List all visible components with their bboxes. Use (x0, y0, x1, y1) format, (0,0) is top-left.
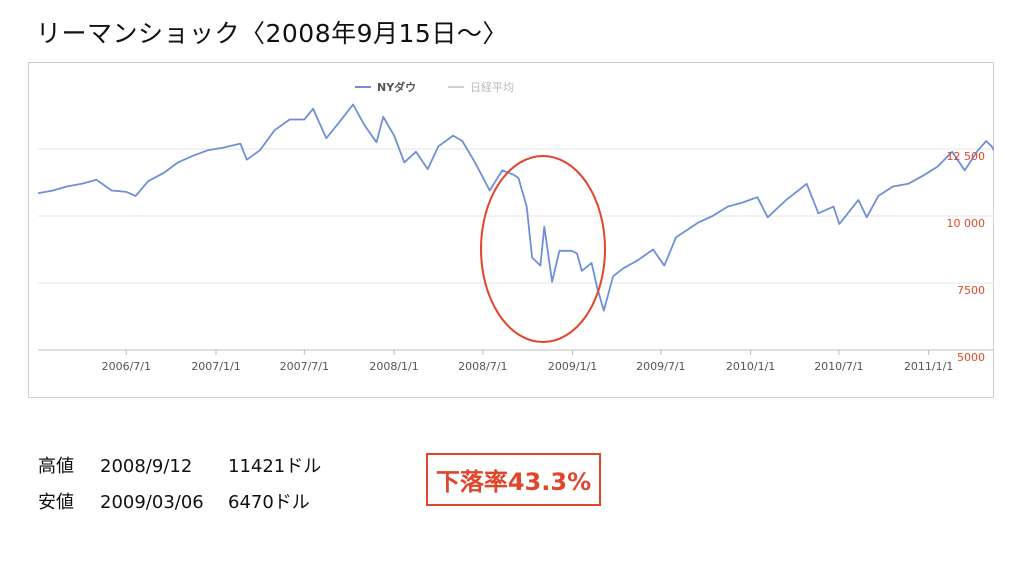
low-label: 安値 (38, 492, 74, 513)
x-tick-label: 2008/7/1 (458, 360, 507, 373)
x-tick-label: 2007/1/1 (191, 360, 240, 373)
x-tick-label: 2007/7/1 (280, 360, 329, 373)
page-title: リーマンショック〈2008年9月15日〜〉 (36, 19, 508, 48)
x-tick-label: 2010/7/1 (814, 360, 863, 373)
x-tick-label: 2009/1/1 (548, 360, 597, 373)
x-tick-label: 2006/7/1 (102, 360, 151, 373)
drop-rate-badge: 下落率43.3% (426, 453, 601, 506)
x-tick-label: 2010/1/1 (726, 360, 775, 373)
y-tick-label: 10 000 (947, 217, 986, 230)
drop-rate-text: 下落率43.3% (435, 468, 592, 496)
high-label: 高値 (38, 456, 74, 477)
y-tick-label: 12 500 (947, 150, 986, 163)
x-tick-label: 2009/7/1 (636, 360, 685, 373)
legend-label-nydow: NYダウ (377, 80, 416, 94)
crash-highlight-ellipse (480, 155, 606, 343)
chart-frame (28, 62, 994, 398)
high-stat-row: 高値 2008/9/12 11421ドル (38, 452, 321, 478)
series-line-nydow (37, 103, 994, 312)
dow-line-chart: 2006/7/1 2007/1/1 2007/7/1 2008/1/1 2008/7/1… (37, 80, 994, 373)
high-date: 2008/9/12 (100, 456, 193, 477)
low-value: 6470ドル (228, 492, 310, 513)
x-tick-label: 2008/1/1 (369, 360, 418, 373)
x-tick-label: 2011/1/1 (904, 360, 953, 373)
y-tick-label: 7500 (957, 284, 985, 297)
low-date: 2009/03/06 (100, 492, 204, 513)
high-value: 11421ドル (228, 456, 322, 477)
y-tick-label: 5000 (957, 351, 985, 364)
legend-label-nikkei: 日経平均 (470, 81, 514, 94)
low-stat-row: 安値 2009/03/06 6470ドル (38, 488, 310, 514)
